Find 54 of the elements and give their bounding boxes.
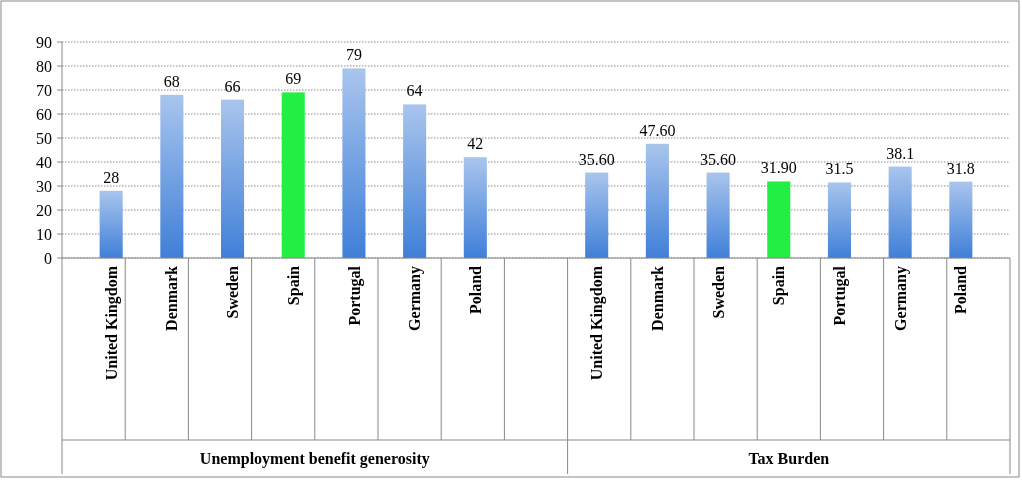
- bar: [827, 182, 851, 258]
- x-tick-label: Poland: [466, 265, 484, 315]
- data-label: 28: [103, 168, 120, 186]
- bar: [463, 157, 487, 258]
- bar: [767, 181, 791, 258]
- data-label: 31.8: [946, 159, 975, 177]
- data-label: 47.60: [639, 121, 676, 139]
- text: Unemployment benefit generosity: [199, 450, 430, 468]
- bar: [645, 143, 669, 258]
- y-tick-label: 10: [36, 225, 52, 243]
- data-label: 31.90: [760, 159, 797, 177]
- bar: [888, 166, 912, 258]
- x-tick-label: Spain: [770, 265, 789, 306]
- x-tick-label: United Kingdom: [102, 265, 121, 381]
- data-label: 79: [345, 46, 362, 64]
- data-label: 68: [163, 72, 180, 90]
- bar: [281, 92, 305, 258]
- bar: [949, 181, 973, 258]
- bar: [403, 104, 427, 258]
- y-tick-label: 20: [36, 201, 52, 219]
- text: Tax Burden: [748, 450, 830, 467]
- y-tick-label: 70: [36, 81, 52, 99]
- x-tick-label: Sweden: [709, 265, 727, 319]
- data-label: 66: [224, 77, 241, 95]
- data-label: 35.60: [578, 150, 615, 168]
- y-tick-label: 60: [36, 105, 52, 123]
- bar: [99, 190, 123, 258]
- x-tick-label: Poland: [952, 265, 970, 315]
- bar: [221, 99, 245, 258]
- bar: [585, 172, 609, 258]
- x-tick-label: Germany: [891, 266, 910, 331]
- x-tick-label: Portugal: [831, 265, 850, 326]
- data-label: 64: [406, 82, 423, 100]
- bar: [342, 68, 366, 258]
- x-tick-label: Germany: [406, 266, 425, 331]
- data-label: 35.60: [700, 150, 737, 168]
- x-tick-label: Portugal: [345, 265, 364, 326]
- y-tick-label: 80: [36, 57, 52, 75]
- y-tick-label: 90: [36, 33, 52, 51]
- x-tick-label: United Kingdom: [588, 265, 607, 381]
- data-label: 38.1: [886, 144, 915, 162]
- y-tick-label: 30: [36, 177, 52, 195]
- data-label: 69: [285, 70, 302, 88]
- data-label: 31.5: [825, 160, 854, 178]
- y-tick-label: 50: [36, 129, 52, 147]
- y-tick-label: 40: [36, 153, 52, 171]
- x-tick-label: Spain: [284, 265, 303, 306]
- x-tick-label: Denmark: [163, 265, 181, 331]
- x-tick-label: Denmark: [648, 265, 666, 331]
- bar: [706, 172, 730, 258]
- bar: [160, 94, 184, 258]
- x-tick-label: Sweden: [224, 265, 242, 319]
- data-label: 42: [467, 135, 484, 153]
- y-tick-label: 0: [44, 249, 52, 267]
